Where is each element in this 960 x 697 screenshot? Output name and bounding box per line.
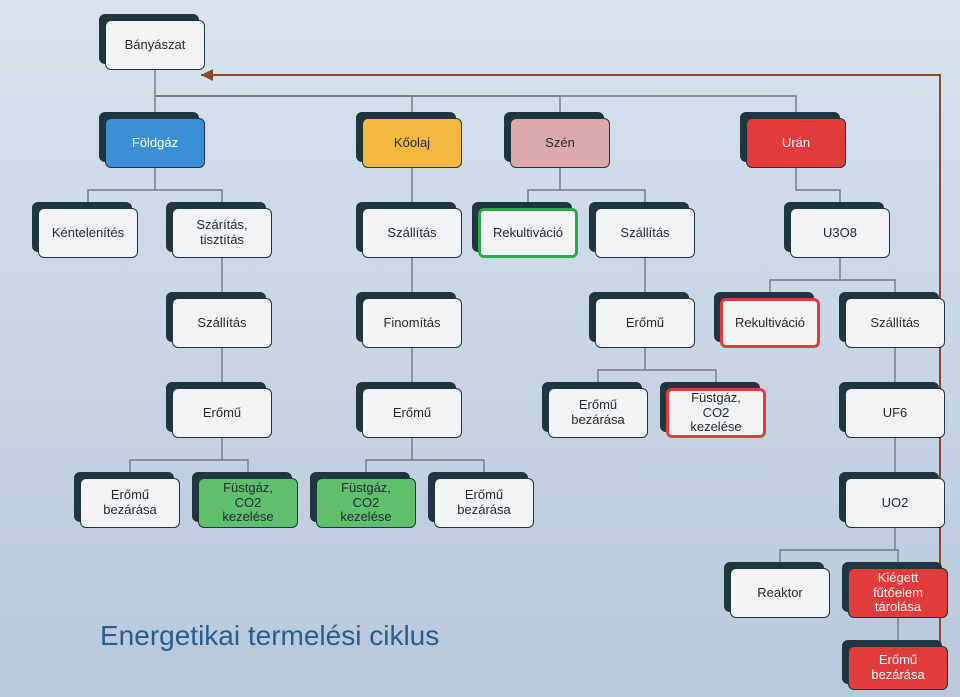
node-label: Füstgáz, CO2 kezelése [222,481,273,526]
node-eromu_szen: Erőmű [595,298,695,348]
node-u3o8: U3O8 [790,208,890,258]
node-label: Szállítás [870,316,919,331]
node-eromu_o1: Erőmű [362,388,462,438]
node-label: Erőmű bezárása [457,488,510,518]
node-label: Szállítás [620,226,669,241]
node-fust3: Füstgáz, CO2 kezelése [316,478,416,528]
node-label: Füstgáz, CO2 kezelése [690,391,741,436]
node-label: Szárítás, tisztítás [196,218,247,248]
node-uo2: UO2 [845,478,945,528]
node-label: Kiégett fűtőelem tárolása [873,571,923,616]
node-label: Reaktor [757,586,803,601]
node-label: Erőmű bezárása [103,488,156,518]
node-label: Füstgáz, CO2 kezelése [340,481,391,526]
node-reaktor: Reaktor [730,568,830,618]
node-fust2: Füstgáz, CO2 kezelése [198,478,298,528]
diagram-canvas: Bányászat Földgáz Kőolaj Szén Urán Kéntelenít… [0,0,960,697]
node-label: Szállítás [197,316,246,331]
diagram-title: Energetikai termelési ciklus [100,620,439,652]
node-foldgaz: Földgáz [105,118,205,168]
node-label: Szén [545,136,575,151]
node-eromu_bez4: Erőmű bezárása [848,646,948,690]
node-label: U3O8 [823,226,857,241]
node-label: Kőolaj [394,136,430,151]
node-kentelenites: Kéntelenítés [38,208,138,258]
node-uran: Urán [746,118,846,168]
node-banyaszat: Bányászat [105,20,205,70]
node-label: Erőmű bezárása [571,398,624,428]
node-szen: Szén [510,118,610,168]
node-label: Rekultiváció [493,226,563,241]
node-szallitas1: Szállítás [362,208,462,258]
node-label: Rekultiváció [735,316,805,331]
node-label: Kéntelenítés [52,226,124,241]
node-eromu_g1: Erőmű [172,388,272,438]
node-label: Erőmű [203,406,241,421]
node-eromu_bez2: Erőmű bezárása [80,478,180,528]
node-label: Földgáz [132,136,178,151]
node-label: Bányászat [125,38,186,53]
node-rekultivacio1: Rekultiváció [478,208,578,258]
node-szaritas: Szárítás, tisztítás [172,208,272,258]
node-label: Erőmű [626,316,664,331]
node-uf6: UF6 [845,388,945,438]
node-label: Finomítás [383,316,440,331]
node-eromu_bez1: Erőmű bezárása [548,388,648,438]
node-label: Szállítás [387,226,436,241]
node-finomitas: Finomítás [362,298,462,348]
node-label: UF6 [883,406,908,421]
node-rekultivacio2: Rekultiváció [720,298,820,348]
node-fust1: Füstgáz, CO2 kezelése [666,388,766,438]
node-szallitas3: Szállítás [172,298,272,348]
node-eromu_bez3: Erőmű bezárása [434,478,534,528]
node-koolaj: Kőolaj [362,118,462,168]
node-szallitas4: Szállítás [845,298,945,348]
node-label: Erőmű [393,406,431,421]
node-label: Erőmű bezárása [871,653,924,683]
node-label: UO2 [882,496,909,511]
node-kiegett: Kiégett fűtőelem tárolása [848,568,948,618]
node-label: Urán [782,136,810,151]
node-szallitas2: Szállítás [595,208,695,258]
